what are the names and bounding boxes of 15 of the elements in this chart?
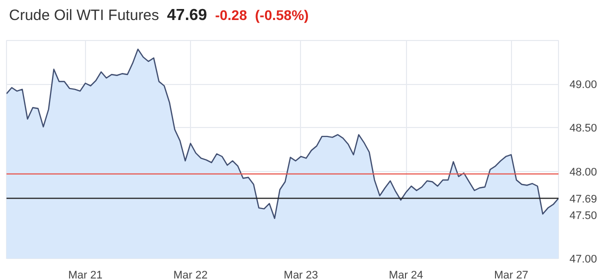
- x-tick-label: Mar 21: [68, 270, 102, 280]
- x-tick-label: Mar 23: [284, 270, 318, 280]
- y-tick-label: 47.50: [570, 210, 598, 222]
- ref-line-label: 47.69: [570, 193, 598, 206]
- x-tick-label: Mar 22: [173, 270, 208, 280]
- chart-title: Crude Oil WTI Futures: [9, 7, 160, 24]
- y-tick-label: 48.50: [570, 122, 598, 135]
- y-tick-label: 49.00: [570, 79, 598, 92]
- x-tick-label: Mar 24: [388, 270, 424, 280]
- y-tick-label: 47.00: [570, 254, 598, 266]
- text: 47.69: [167, 7, 208, 24]
- y-tick-label: 48.00: [570, 166, 598, 178]
- text: -0.28: [215, 7, 247, 23]
- x-tick-label: Mar 27: [494, 270, 528, 280]
- text: (-0.58%): [255, 7, 309, 23]
